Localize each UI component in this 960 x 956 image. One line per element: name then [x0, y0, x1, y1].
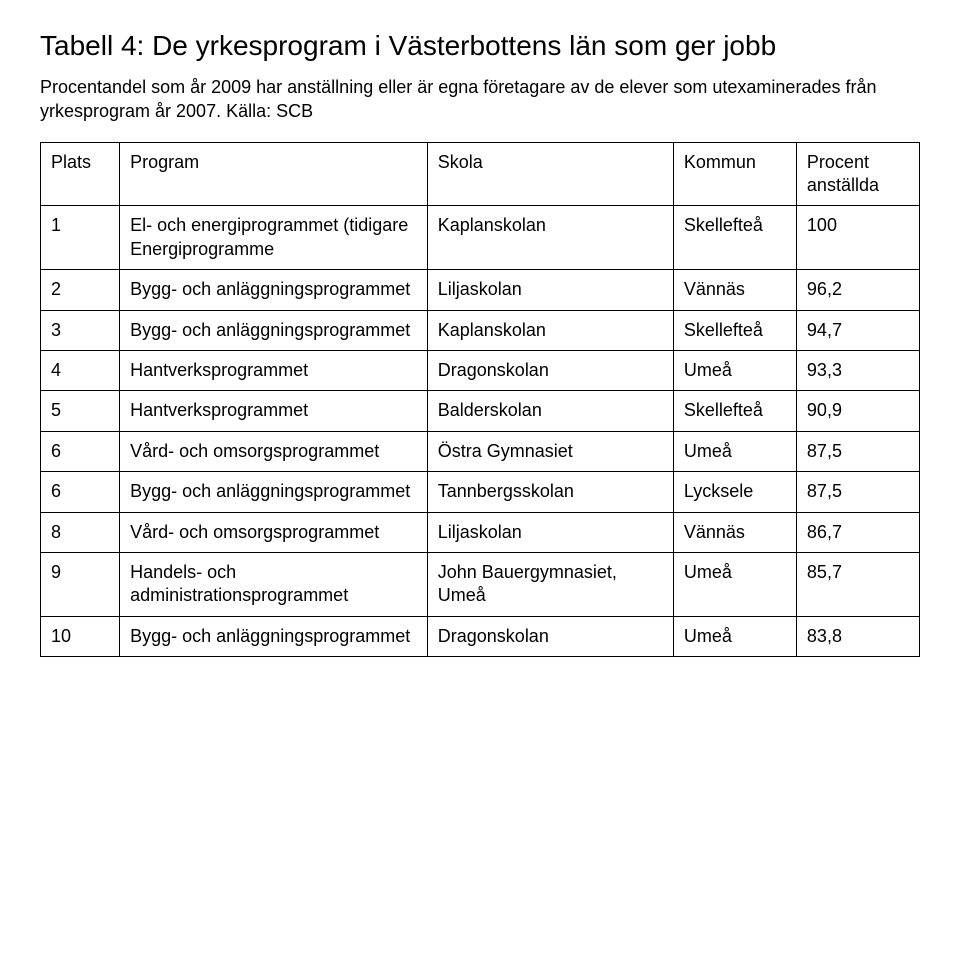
cell-kommun: Umeå — [673, 431, 796, 471]
cell-kommun: Skellefteå — [673, 206, 796, 270]
cell-plats: 4 — [41, 350, 120, 390]
cell-skola: Balderskolan — [427, 391, 673, 431]
cell-program: El- och energiprogrammet (tidigare Energ… — [120, 206, 428, 270]
cell-program: Bygg- och anläggningsprogrammet — [120, 616, 428, 656]
table-row: 9 Handels- och administrationsprogrammet… — [41, 552, 920, 616]
table-row: 6 Bygg- och anläggningsprogrammet Tannbe… — [41, 472, 920, 512]
cell-skola: Tannbergsskolan — [427, 472, 673, 512]
document-page: Tabell 4: De yrkesprogram i Västerbotten… — [0, 0, 960, 697]
cell-program: Hantverksprogrammet — [120, 391, 428, 431]
cell-plats: 2 — [41, 270, 120, 310]
cell-plats: 8 — [41, 512, 120, 552]
table-row: 5 Hantverksprogrammet Balderskolan Skell… — [41, 391, 920, 431]
cell-procent: 94,7 — [796, 310, 919, 350]
cell-kommun: Umeå — [673, 552, 796, 616]
cell-plats: 6 — [41, 472, 120, 512]
cell-skola: John Bauergymnasiet, Umeå — [427, 552, 673, 616]
cell-program: Bygg- och anläggningsprogrammet — [120, 472, 428, 512]
cell-plats: 1 — [41, 206, 120, 270]
cell-kommun: Vännäs — [673, 512, 796, 552]
col-header-plats: Plats — [41, 142, 120, 206]
cell-skola: Kaplanskolan — [427, 310, 673, 350]
cell-program: Vård- och omsorgsprogrammet — [120, 512, 428, 552]
cell-plats: 5 — [41, 391, 120, 431]
cell-program: Vård- och omsorgsprogrammet — [120, 431, 428, 471]
cell-procent: 90,9 — [796, 391, 919, 431]
cell-skola: Östra Gymnasiet — [427, 431, 673, 471]
table-row: 2 Bygg- och anläggningsprogrammet Liljas… — [41, 270, 920, 310]
cell-procent: 100 — [796, 206, 919, 270]
cell-program: Handels- och administrationsprogrammet — [120, 552, 428, 616]
cell-plats: 6 — [41, 431, 120, 471]
table-row: 8 Vård- och omsorgsprogrammet Liljaskola… — [41, 512, 920, 552]
cell-procent: 86,7 — [796, 512, 919, 552]
cell-kommun: Umeå — [673, 616, 796, 656]
cell-plats: 9 — [41, 552, 120, 616]
cell-procent: 87,5 — [796, 431, 919, 471]
cell-program: Bygg- och anläggningsprogrammet — [120, 310, 428, 350]
cell-kommun: Vännäs — [673, 270, 796, 310]
cell-skola: Liljaskolan — [427, 512, 673, 552]
table-row: 10 Bygg- och anläggningsprogrammet Drago… — [41, 616, 920, 656]
cell-plats: 3 — [41, 310, 120, 350]
data-table: Plats Program Skola Kommun Procent anstä… — [40, 142, 920, 657]
cell-kommun: Skellefteå — [673, 310, 796, 350]
col-header-kommun: Kommun — [673, 142, 796, 206]
cell-program: Hantverksprogrammet — [120, 350, 428, 390]
cell-skola: Dragonskolan — [427, 616, 673, 656]
table-title: Tabell 4: De yrkesprogram i Västerbotten… — [40, 28, 920, 63]
cell-skola: Dragonskolan — [427, 350, 673, 390]
cell-plats: 10 — [41, 616, 120, 656]
cell-kommun: Umeå — [673, 350, 796, 390]
cell-skola: Kaplanskolan — [427, 206, 673, 270]
table-row: 1 El- och energiprogrammet (tidigare Ene… — [41, 206, 920, 270]
cell-kommun: Skellefteå — [673, 391, 796, 431]
cell-procent: 87,5 — [796, 472, 919, 512]
table-row: 6 Vård- och omsorgsprogrammet Östra Gymn… — [41, 431, 920, 471]
col-header-skola: Skola — [427, 142, 673, 206]
col-header-program: Program — [120, 142, 428, 206]
cell-kommun: Lycksele — [673, 472, 796, 512]
table-subtitle: Procentandel som år 2009 har anställning… — [40, 75, 920, 124]
cell-procent: 85,7 — [796, 552, 919, 616]
cell-procent: 83,8 — [796, 616, 919, 656]
col-header-procent: Procent anställda — [796, 142, 919, 206]
table-row: 3 Bygg- och anläggningsprogrammet Kaplan… — [41, 310, 920, 350]
cell-skola: Liljaskolan — [427, 270, 673, 310]
cell-procent: 93,3 — [796, 350, 919, 390]
table-header-row: Plats Program Skola Kommun Procent anstä… — [41, 142, 920, 206]
table-row: 4 Hantverksprogrammet Dragonskolan Umeå … — [41, 350, 920, 390]
cell-program: Bygg- och anläggningsprogrammet — [120, 270, 428, 310]
cell-procent: 96,2 — [796, 270, 919, 310]
